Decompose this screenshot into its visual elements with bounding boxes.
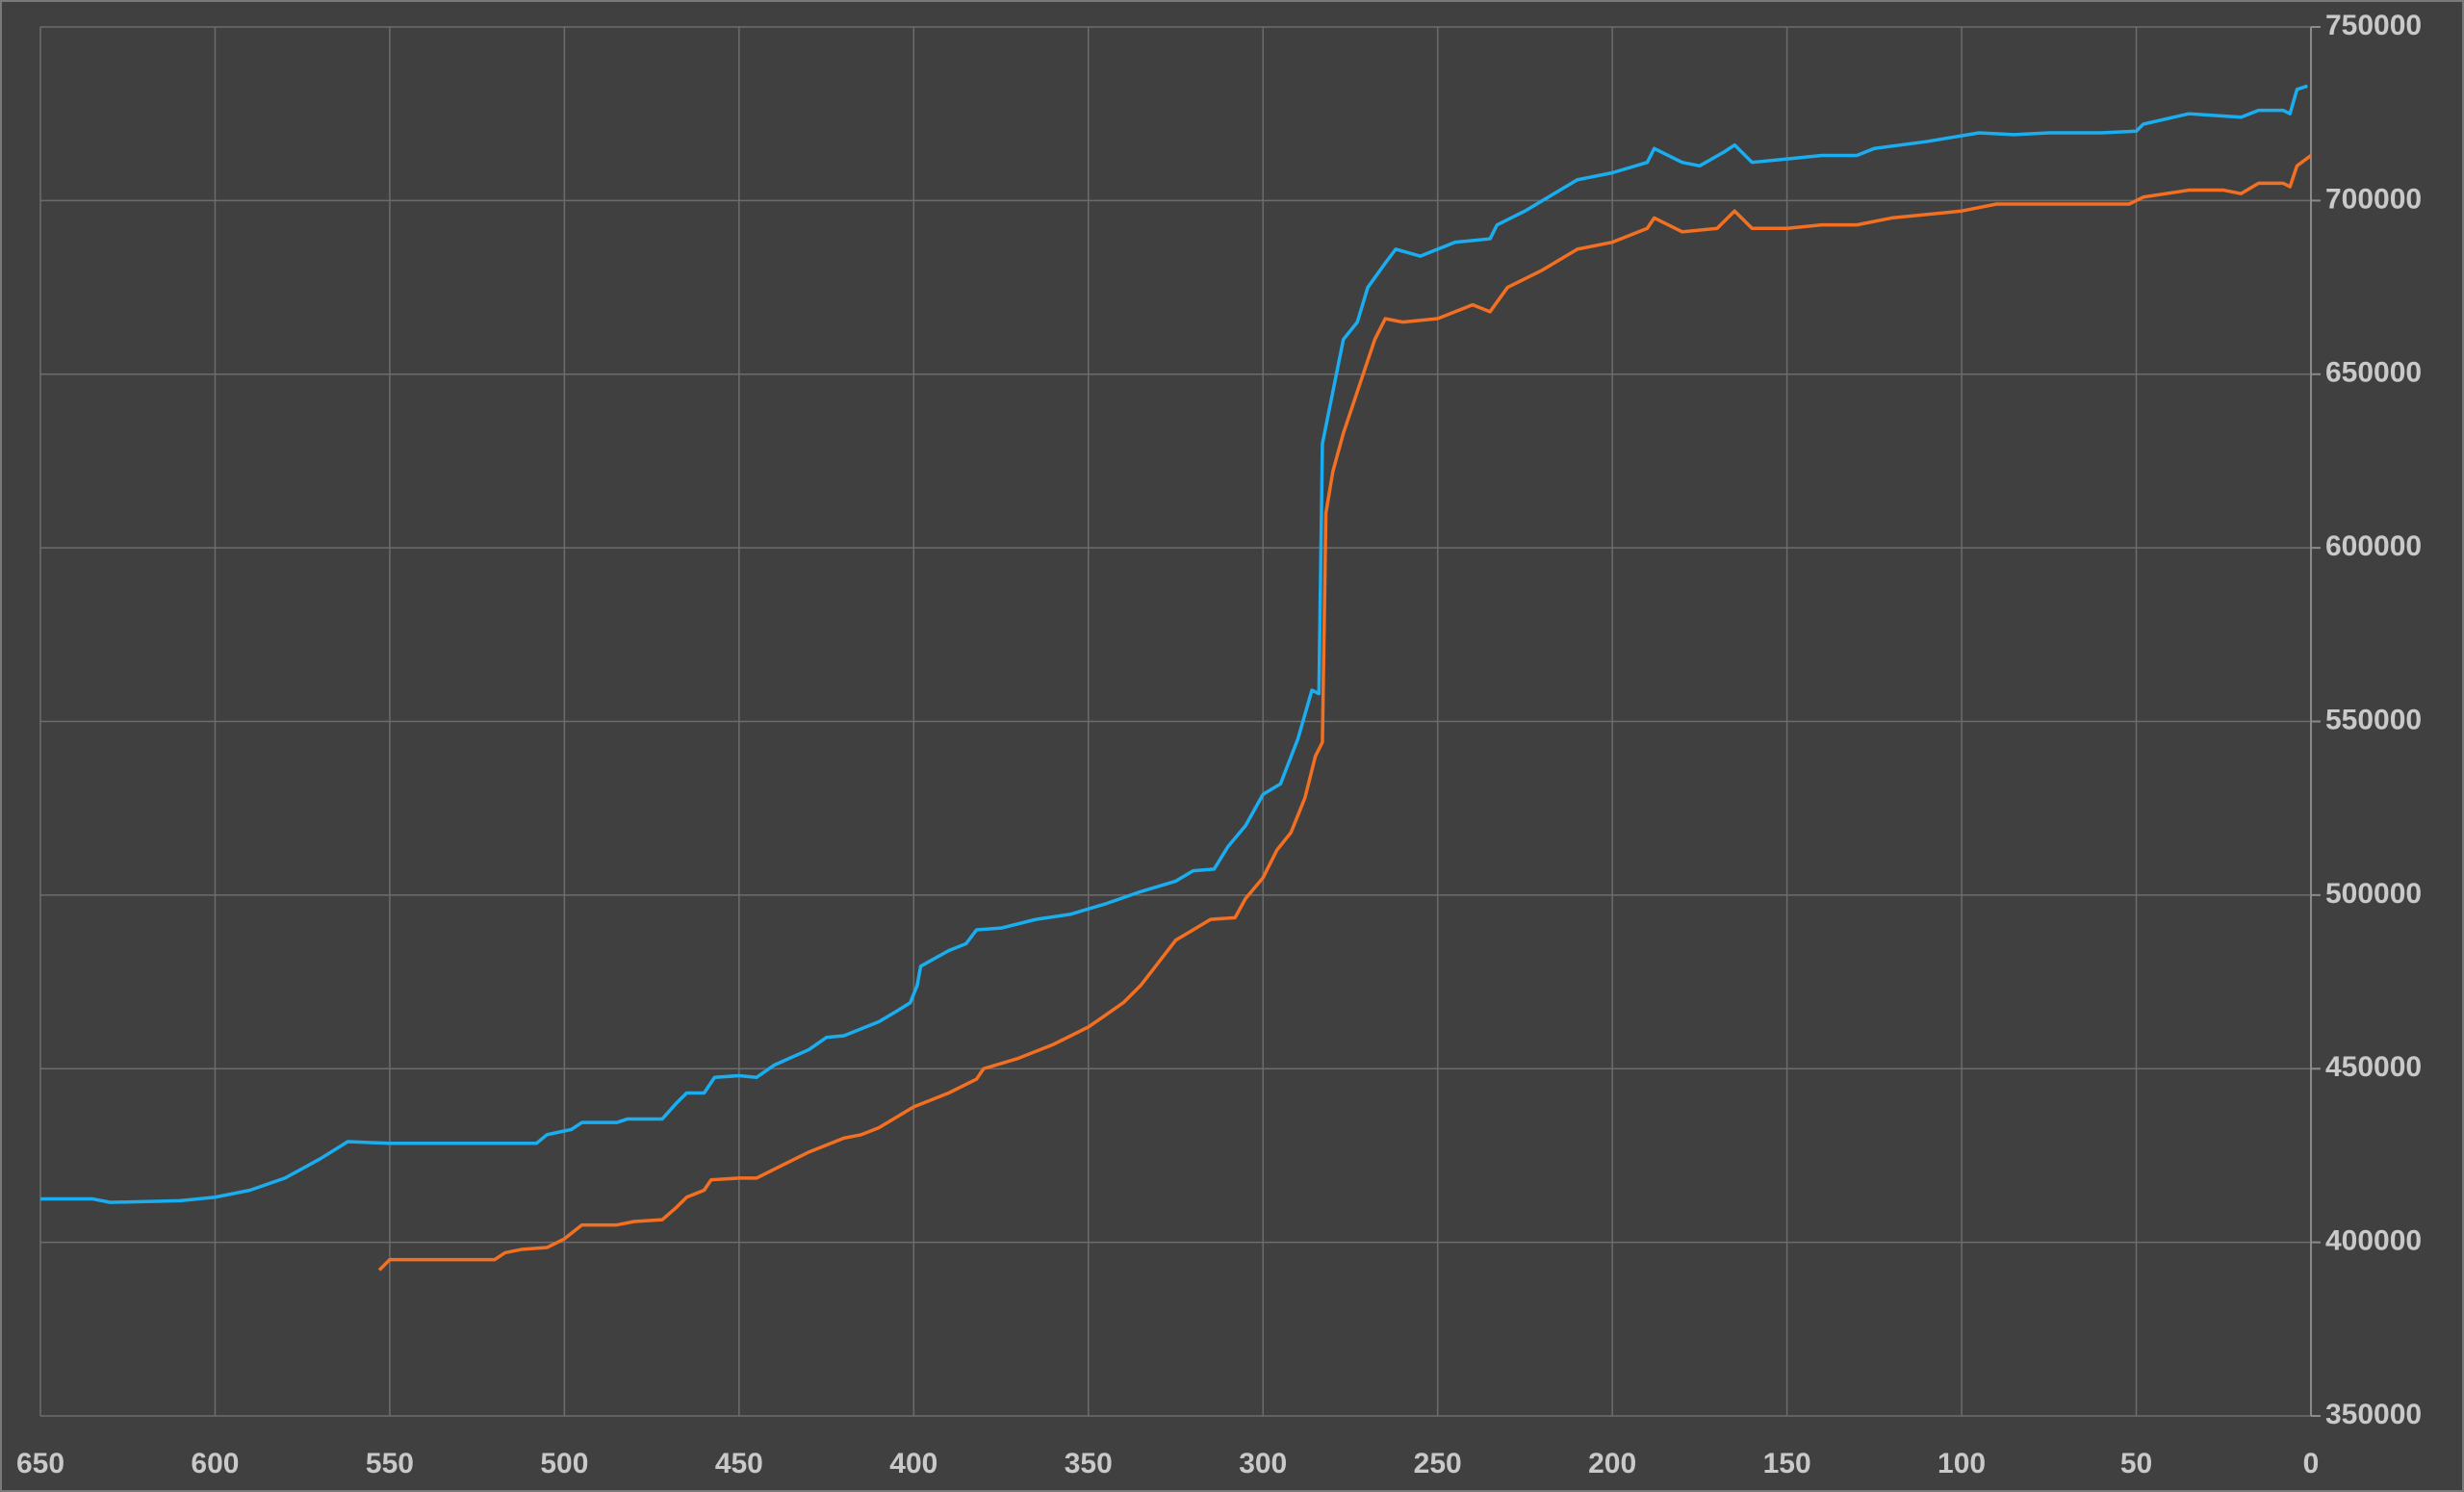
x-tick-label: 250 — [1414, 1448, 1462, 1479]
x-tick-label: 200 — [1588, 1448, 1636, 1479]
y-tick-label: 550000 — [2325, 704, 2422, 735]
plot-lines — [40, 84, 2313, 1272]
y-tick-label: 650000 — [2325, 357, 2422, 389]
y-tick-label: 600000 — [2325, 530, 2422, 562]
y-tick-label: 400000 — [2325, 1225, 2422, 1257]
x-tick-label: 450 — [715, 1448, 763, 1479]
series-line — [40, 84, 2308, 1204]
x-tick-label: 600 — [191, 1448, 239, 1479]
x-tick-label: 300 — [1239, 1448, 1287, 1479]
y-tick-label: 700000 — [2325, 183, 2422, 215]
tick-labels: 650 600 550 500 450 400 350 300 250 200 150 100 50 03… — [16, 10, 2422, 1479]
x-tick-label: 650 — [16, 1448, 64, 1479]
x-tick-label: 550 — [366, 1448, 414, 1479]
x-tick-label: 100 — [1938, 1448, 1986, 1479]
series-line — [377, 154, 2313, 1272]
x-tick-label: 500 — [540, 1448, 588, 1479]
y-tick-label: 500000 — [2325, 878, 2422, 910]
y-tick-label: 450000 — [2325, 1051, 2422, 1083]
x-tick-label: 350 — [1065, 1448, 1113, 1479]
x-tick-label: 50 — [2120, 1448, 2152, 1479]
x-tick-label: 400 — [889, 1448, 937, 1479]
x-tick-label: 0 — [2303, 1448, 2320, 1479]
y-tick-label: 750000 — [2325, 10, 2422, 41]
x-tick-label: 150 — [1763, 1448, 1811, 1479]
grid — [39, 26, 2321, 1417]
y-tick-label: 350000 — [2325, 1399, 2422, 1430]
